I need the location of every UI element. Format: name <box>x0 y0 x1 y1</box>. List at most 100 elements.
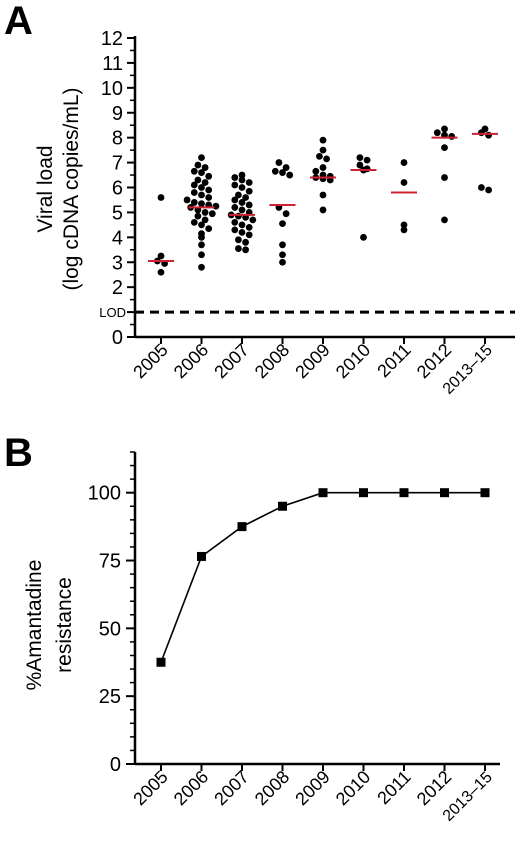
viral-load-point <box>242 194 250 201</box>
resistance-ytick-label: 75 <box>99 551 121 573</box>
resistance-ytick-label: 25 <box>99 686 121 708</box>
viral-load-ytick-label: 12 <box>101 28 123 50</box>
resistance-point <box>359 488 368 498</box>
viral-load-point <box>448 133 456 140</box>
viral-load-point <box>478 184 485 191</box>
viral-load-point <box>400 159 408 166</box>
viral-load-category-label: 2009 <box>291 340 333 382</box>
viral-load-point <box>190 167 198 175</box>
viral-load-point <box>245 187 253 195</box>
viral-load-ytick-label: 3 <box>112 252 123 274</box>
viral-load-point <box>201 216 209 224</box>
viral-load-point <box>198 221 205 229</box>
viral-load-point <box>205 172 213 180</box>
viral-load-point <box>198 200 205 208</box>
panel-letter-b: B <box>4 431 33 475</box>
resistance-series-line <box>160 491 485 663</box>
viral-load-point <box>238 171 246 179</box>
viral-load-ylabel-line1: Viral load <box>34 145 57 232</box>
viral-load-category-label: 2008 <box>251 340 293 382</box>
viral-load-point <box>245 179 253 186</box>
viral-load-point <box>433 129 441 137</box>
viral-load-point <box>238 176 246 184</box>
viral-load-point <box>198 230 205 237</box>
resistance-ylabel-line2: resistance <box>53 577 76 673</box>
viral-load-point <box>235 236 242 244</box>
amantadine-resistance-chart: %Amantadine resistance 02550751002005200… <box>23 451 500 825</box>
viral-load-ytick-label: 6 <box>112 178 123 200</box>
viral-load-point <box>231 196 239 204</box>
viral-load-point <box>356 161 364 169</box>
viral-load-point <box>286 171 294 179</box>
viral-load-category-label: 2006 <box>170 340 212 382</box>
viral-load-point <box>400 221 408 229</box>
viral-load-ytick-label: 8 <box>112 128 123 150</box>
viral-load-point <box>279 241 286 249</box>
viral-load-point <box>198 154 205 162</box>
viral-load-point <box>198 251 205 259</box>
resistance-point <box>440 488 449 498</box>
viral-load-ytick-label: 11 <box>102 53 123 75</box>
resistance-point <box>237 522 247 532</box>
viral-load-point <box>481 125 489 133</box>
viral-load-point <box>319 191 327 199</box>
viral-load-point <box>242 238 250 246</box>
viral-load-point <box>271 167 279 175</box>
resistance-ylabel-line1: %Amantadine <box>23 560 46 691</box>
resistance-category-label: 2009 <box>291 767 333 809</box>
viral-load-point <box>441 125 448 133</box>
viral-load-ytick-label: 7 <box>112 153 123 175</box>
resistance-category-label: 2007 <box>210 767 252 809</box>
viral-load-point <box>279 169 286 176</box>
viral-load-point <box>235 191 242 199</box>
viral-load-point <box>201 179 209 186</box>
viral-load-point <box>238 221 246 229</box>
viral-load-category-label: 2005 <box>129 340 171 382</box>
viral-load-point <box>198 241 205 249</box>
viral-load-point <box>198 184 205 191</box>
viral-load-point <box>194 161 202 169</box>
viral-load-chart: Viral load (log cDNA copies/mL) 0 2 3 4 56 7 8… <box>34 28 515 398</box>
viral-load-point <box>326 172 334 180</box>
viral-load-point <box>201 164 209 171</box>
viral-load-point <box>212 202 220 210</box>
viral-load-point <box>363 156 371 164</box>
lod-label: LOD <box>99 305 126 320</box>
viral-load-point <box>245 231 253 239</box>
resistance-ytick-label: 0 <box>110 754 121 776</box>
viral-load-point <box>238 184 246 191</box>
viral-load-point <box>400 226 408 234</box>
viral-load-point <box>245 223 253 231</box>
viral-load-point <box>190 218 198 226</box>
viral-load-point <box>275 159 283 166</box>
viral-load-point <box>279 251 286 259</box>
viral-load-point <box>235 212 242 220</box>
viral-load-ytick-label: 4 <box>112 227 123 249</box>
viral-load-point <box>319 136 327 144</box>
viral-load-point <box>231 226 239 234</box>
viral-load-ylabel-line2: (log cDNA copies/mL) <box>60 87 83 290</box>
viral-load-point <box>157 194 165 201</box>
viral-load-point <box>201 209 209 216</box>
viral-load-ytick-label: 5 <box>112 202 123 224</box>
resistance-category-label: 2008 <box>251 767 293 809</box>
viral-load-point <box>238 206 246 214</box>
viral-load-category-label: 2011 <box>373 340 415 382</box>
viral-load-point <box>235 245 242 252</box>
resistance-category-label: 2006 <box>170 767 212 809</box>
viral-load-point <box>194 212 202 220</box>
viral-load-point <box>363 165 371 173</box>
viral-load-point <box>485 131 492 139</box>
viral-load-point <box>231 181 239 189</box>
viral-load-point <box>319 206 327 214</box>
resistance-category-label: 2011 <box>373 767 415 809</box>
viral-load-point <box>198 191 205 199</box>
viral-load-point <box>157 252 165 260</box>
viral-load-point <box>360 233 367 241</box>
panel-letter-a: A <box>4 0 33 43</box>
viral-load-point <box>356 154 364 162</box>
viral-load-point <box>205 194 213 201</box>
resistance-ytick-label: 100 <box>88 483 121 505</box>
viral-load-point <box>231 218 239 226</box>
